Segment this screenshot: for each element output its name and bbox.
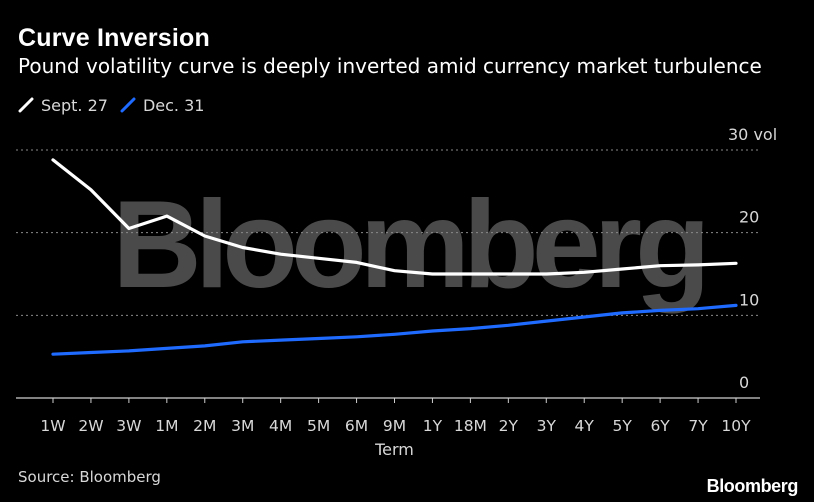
bloomberg-logo: Bloomberg xyxy=(706,476,799,496)
bloomberg-watermark: Bloomberg xyxy=(112,176,703,314)
x-tick-label: 3W xyxy=(116,417,141,435)
y-tick-label: 30 vol xyxy=(728,125,777,144)
x-tick-label: 6M xyxy=(345,417,368,435)
x-tick-label: 4M xyxy=(269,417,292,435)
legend: Sept. 27 Dec. 31 xyxy=(18,94,204,116)
source-note: Source: Bloomberg xyxy=(18,468,161,486)
chart-subtitle: Pound volatility curve is deeply inverte… xyxy=(18,54,762,78)
x-tick-label: 2W xyxy=(78,417,103,435)
x-tick-label: 3Y xyxy=(537,417,557,435)
y-tick-label: 10 xyxy=(739,290,759,309)
x-tick-label: 2M xyxy=(193,417,216,435)
x-tick-label: 1W xyxy=(40,417,65,435)
x-tick-label: 2Y xyxy=(499,417,519,435)
x-tick-label: 6Y xyxy=(650,417,670,435)
series-line-dec-31 xyxy=(51,303,738,356)
x-tick-label: 9M xyxy=(383,417,406,435)
chart-title: Curve Inversion xyxy=(18,24,210,52)
series-line-sept-27 xyxy=(51,158,738,276)
x-tick-label: 7Y xyxy=(688,417,708,435)
legend-item-sept-27: Sept. 27 xyxy=(18,96,108,115)
legend-label-sept-27: Sept. 27 xyxy=(41,95,108,115)
x-tick-label: 5Y xyxy=(612,417,632,435)
x-axis-title: Term xyxy=(374,440,414,459)
legend-swatch-sept-27 xyxy=(18,97,34,113)
legend-item-dec-31: Dec. 31 xyxy=(120,95,205,115)
x-tick-label: 3M xyxy=(231,417,254,435)
y-tick-label: 0 xyxy=(739,373,749,392)
legend-swatch-dec-31 xyxy=(120,97,136,113)
y-tick-label: 20 xyxy=(739,208,759,227)
x-tick-label: 18M xyxy=(454,417,487,435)
x-tick-label: 1Y xyxy=(423,417,443,435)
x-tick-label: 1M xyxy=(155,417,178,435)
x-tick-label: 5M xyxy=(307,417,330,435)
x-tick-label: 4Y xyxy=(575,417,595,435)
x-tick-label: 10Y xyxy=(721,417,751,435)
legend-label-dec-31: Dec. 31 xyxy=(142,95,205,115)
